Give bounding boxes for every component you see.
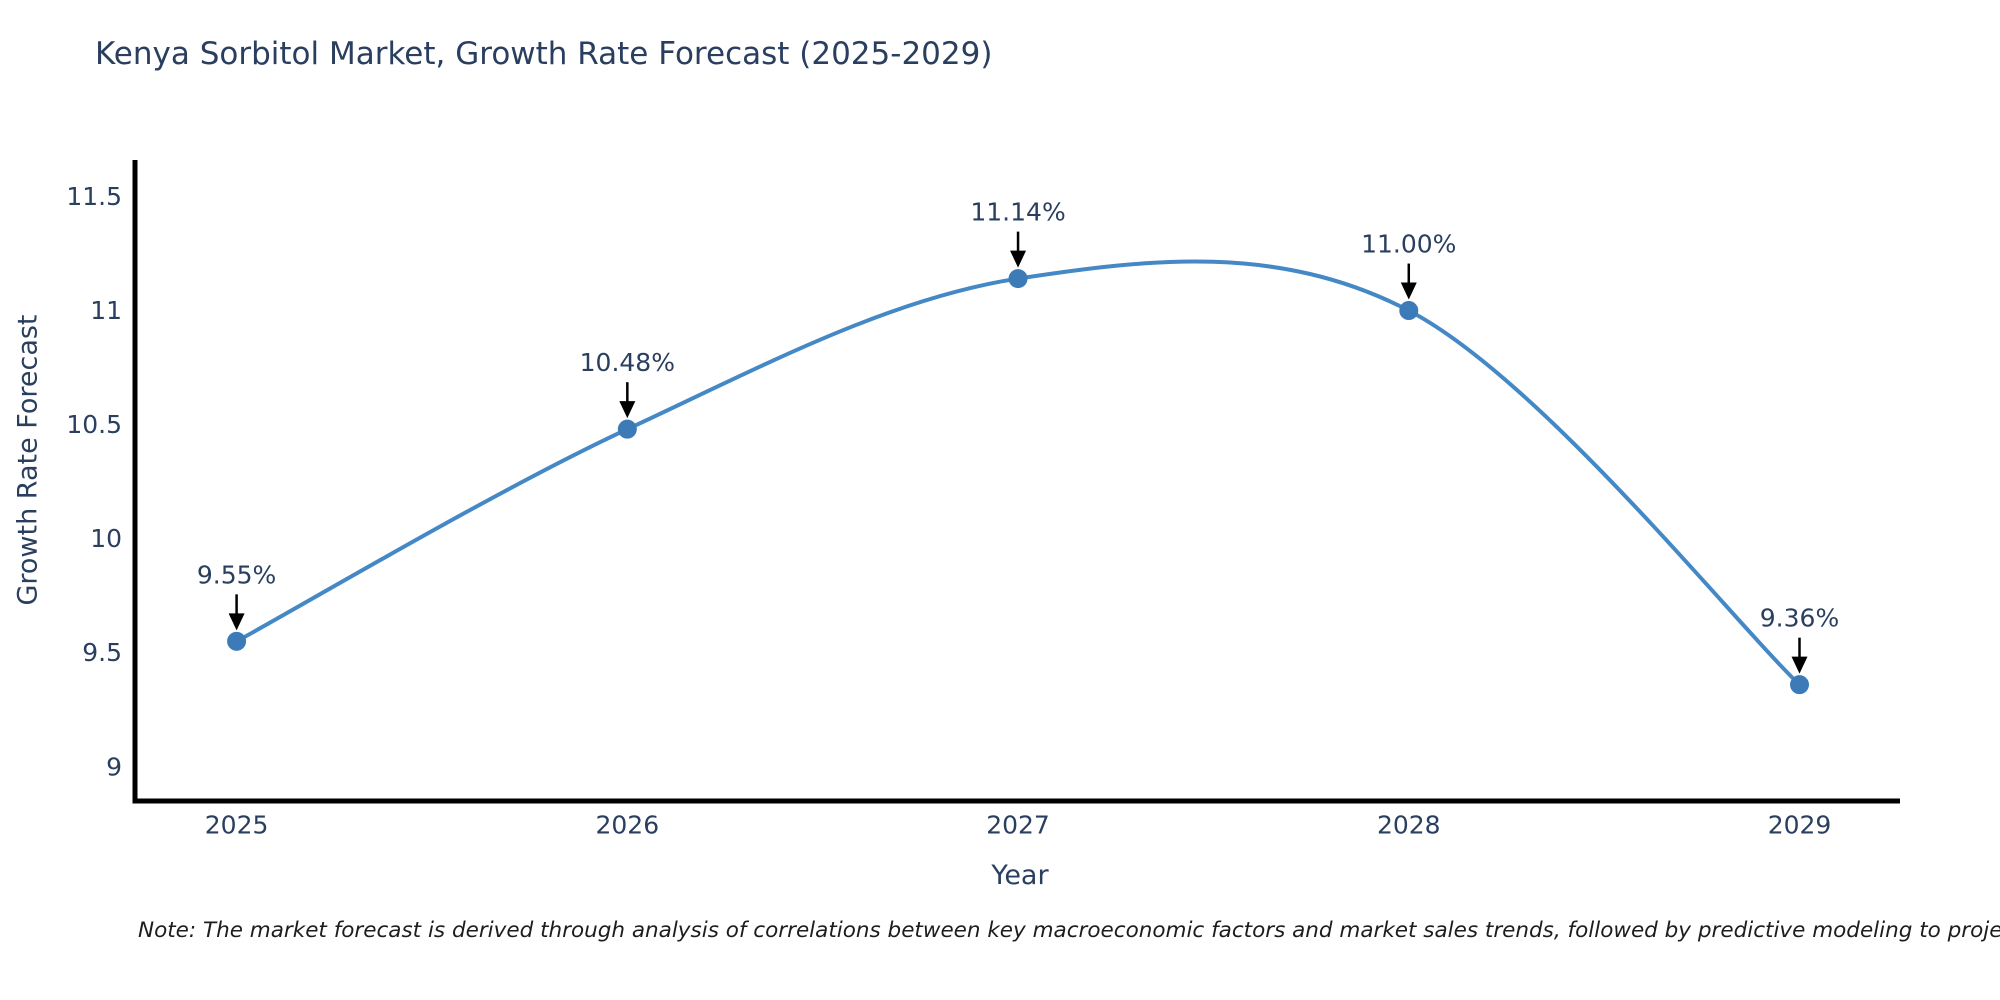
annotation-arrow-head <box>228 613 245 631</box>
x-tick-label: 2027 <box>986 810 1050 839</box>
y-tick-label: 9 <box>106 752 122 781</box>
data-point-marker <box>1399 301 1419 321</box>
axes <box>132 160 1900 804</box>
data-point-marker <box>617 419 637 439</box>
chart-title: Kenya Sorbitol Market, Growth Rate Forec… <box>95 36 993 72</box>
annotation-arrow-head <box>619 401 636 419</box>
x-tick-label: 2028 <box>1377 810 1441 839</box>
annotation-arrow-head <box>1010 250 1027 268</box>
x-axis-title: Year <box>991 860 1049 891</box>
data-point-marker <box>1008 269 1028 289</box>
data-point-marker <box>227 631 247 651</box>
y-tick-label: 11.5 <box>66 182 122 211</box>
x-tick-label: 2029 <box>1768 810 1832 839</box>
y-tick-label: 9.5 <box>82 638 122 667</box>
series-line <box>234 259 1802 687</box>
y-tick-label: 10 <box>90 524 122 553</box>
annotation-label: 9.36% <box>1760 604 1839 633</box>
annotation-arrow-head <box>1791 656 1808 674</box>
footnote: Note: The market forecast is derived thr… <box>138 918 2000 943</box>
annotation-arrow-head <box>1400 282 1417 300</box>
data-point-marker <box>1790 675 1810 695</box>
y-tick-label: 10.5 <box>66 410 122 439</box>
y-tick-label: 11 <box>90 296 122 325</box>
y-tick-labels: 9 9.5 10 10.5 11 11.5 <box>66 182 122 781</box>
x-tick-labels: 2025 2026 2027 2028 2029 <box>205 810 1832 839</box>
annotation-label: 11.14% <box>970 198 1065 227</box>
series-markers <box>227 269 1810 695</box>
annotation-label: 11.00% <box>1361 230 1456 259</box>
x-tick-label: 2025 <box>205 810 269 839</box>
annotations: 9.55% 10.48% 11.14% 11.00% 9.36% <box>197 198 1839 674</box>
annotation-label: 10.48% <box>580 348 675 377</box>
x-tick-label: 2026 <box>596 810 660 839</box>
annotation-label: 9.55% <box>197 560 276 589</box>
y-axis-title: Growth Rate Forecast <box>12 314 44 606</box>
